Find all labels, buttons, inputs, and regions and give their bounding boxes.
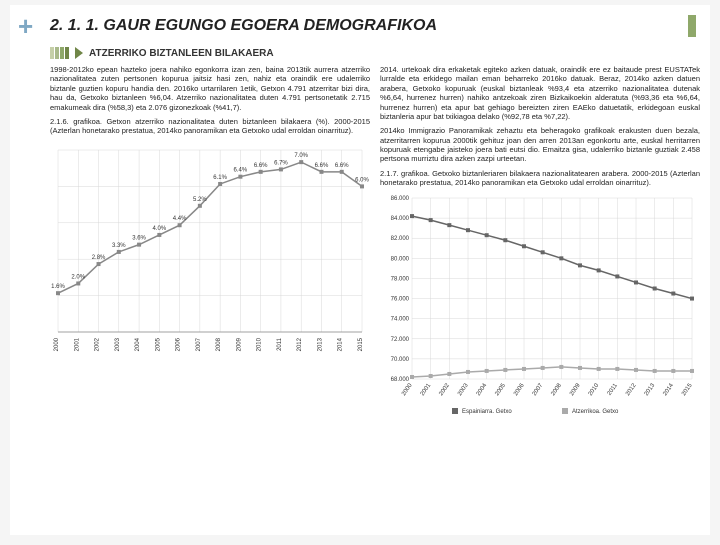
svg-text:2009: 2009	[236, 337, 242, 351]
svg-text:2012: 2012	[625, 382, 638, 397]
svg-text:6.6%: 6.6%	[315, 162, 329, 168]
svg-text:2003: 2003	[115, 337, 121, 351]
svg-text:3.6%: 3.6%	[132, 235, 146, 241]
svg-text:2010: 2010	[257, 337, 263, 351]
svg-text:2006: 2006	[513, 382, 526, 397]
svg-text:2008: 2008	[550, 382, 563, 397]
svg-text:80.000: 80.000	[391, 256, 410, 262]
svg-text:2013: 2013	[644, 382, 657, 397]
svg-text:84.000: 84.000	[391, 216, 410, 222]
svg-text:6.0%: 6.0%	[355, 177, 369, 183]
svg-text:2007: 2007	[196, 337, 202, 351]
svg-text:2012: 2012	[297, 337, 303, 351]
chart2-area: 68.000 70.000 72.000 74.000 76.000 78.000 80.0…	[380, 194, 700, 419]
plus-decor: +	[18, 11, 33, 42]
right-p2: 2014ko Immigrazio Panoramikak zehaztu et…	[380, 126, 700, 164]
svg-text:72.000: 72.000	[391, 336, 410, 342]
svg-text:6.6%: 6.6%	[254, 162, 268, 168]
svg-text:2002: 2002	[95, 337, 101, 351]
subtitle-text: ATZERRIKO BIZTANLEEN BILAKAERA	[89, 48, 274, 59]
svg-text:2011: 2011	[607, 382, 620, 397]
svg-text:2014: 2014	[662, 382, 675, 397]
svg-text:2015: 2015	[358, 337, 364, 351]
svg-text:2011: 2011	[277, 337, 283, 351]
right-column: 2014. urtekoak dira erkaketak egiteko az…	[380, 65, 700, 419]
svg-text:2005: 2005	[494, 382, 507, 397]
svg-text:7.0%: 7.0%	[294, 153, 308, 159]
svg-text:2008: 2008	[216, 337, 222, 351]
svg-text:70.000: 70.000	[391, 356, 410, 362]
sub-bars-decor	[50, 47, 69, 59]
chart1-svg: 1.6% 2.0% 2.8% 3.3% 3.6% 4.0% 4.4% 5.2% 6.1% 6.4%…	[50, 142, 370, 372]
svg-text:6.1%: 6.1%	[213, 175, 227, 181]
svg-text:2004: 2004	[135, 337, 141, 351]
svg-text:2015: 2015	[681, 382, 694, 397]
svg-text:2007: 2007	[532, 382, 545, 397]
svg-text:2003: 2003	[457, 382, 470, 397]
svg-text:2009: 2009	[569, 382, 582, 397]
svg-text:2004: 2004	[476, 382, 489, 397]
left-column: 1998-2012ko epean hazteko joera nahiko e…	[50, 65, 370, 419]
svg-text:6.4%: 6.4%	[234, 167, 248, 173]
svg-text:2010: 2010	[588, 382, 601, 397]
svg-text:68.000: 68.000	[391, 377, 410, 383]
svg-text:Espainiarra. Getxo: Espainiarra. Getxo	[462, 409, 512, 415]
svg-text:76.000: 76.000	[391, 296, 410, 302]
svg-text:5.2%: 5.2%	[193, 196, 207, 202]
svg-text:2000: 2000	[401, 382, 414, 397]
subheading: ATZERRIKO BIZTANLEEN BILAKAERA	[50, 47, 696, 59]
title-accent	[688, 15, 696, 37]
svg-text:2006: 2006	[176, 337, 182, 351]
right-p1: 2014. urtekoak dira erkaketak egiteko az…	[380, 65, 700, 121]
svg-text:2013: 2013	[317, 337, 323, 351]
svg-text:6.6%: 6.6%	[335, 162, 349, 168]
svg-text:4.4%: 4.4%	[173, 216, 187, 222]
left-p2: 2.1.6. grafikoa. Getxon atzerriko nazion…	[50, 117, 370, 136]
svg-text:82.000: 82.000	[391, 236, 410, 242]
svg-text:6.7%: 6.7%	[274, 160, 288, 166]
svg-text:2.0%: 2.0%	[71, 274, 85, 280]
svg-text:86.000: 86.000	[391, 196, 410, 202]
svg-text:74.000: 74.000	[391, 316, 410, 322]
chart2-svg: 68.000 70.000 72.000 74.000 76.000 78.000 80.0…	[380, 194, 700, 419]
svg-text:78.000: 78.000	[391, 276, 410, 282]
svg-text:2002: 2002	[438, 382, 451, 397]
svg-text:2000: 2000	[54, 337, 60, 351]
chart1-area: 1.6% 2.0% 2.8% 3.3% 3.6% 4.0% 4.4% 5.2% 6.1% 6.4%…	[50, 142, 370, 372]
svg-text:2005: 2005	[155, 337, 161, 351]
right-p3: 2.1.7. grafikoa. Getxoko biztanleriaren …	[380, 169, 700, 188]
svg-text:Atzerrikoa. Getxo: Atzerrikoa. Getxo	[572, 409, 619, 415]
svg-text:3.3%: 3.3%	[112, 243, 126, 249]
svg-text:2.8%: 2.8%	[92, 255, 106, 261]
svg-text:2014: 2014	[338, 337, 344, 351]
svg-text:2001: 2001	[74, 337, 80, 351]
page-title: 2. 1. 1. GAUR EGUNGO EGOERA DEMOGRAFIKOA	[50, 15, 696, 35]
svg-text:4.0%: 4.0%	[152, 226, 166, 232]
sub-arrow-icon	[75, 47, 83, 59]
svg-text:2001: 2001	[420, 382, 433, 397]
svg-text:1.6%: 1.6%	[51, 284, 65, 290]
left-p1: 1998-2012ko epean hazteko joera nahiko e…	[50, 65, 370, 112]
